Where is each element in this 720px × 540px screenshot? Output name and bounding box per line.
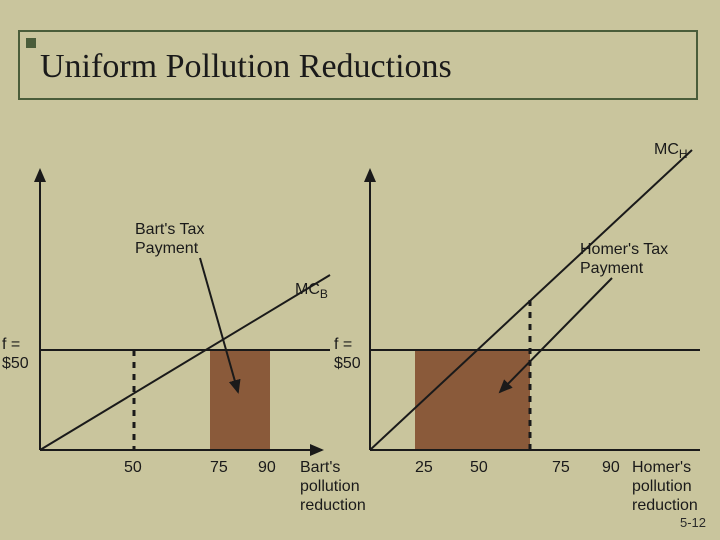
bart-tick-75: 75: [210, 458, 228, 477]
mc-b-line: [40, 275, 330, 450]
homer-tick-50: 50: [470, 458, 488, 477]
homer-shaded-rect: [415, 350, 530, 450]
homer-tick-90: 90: [602, 458, 620, 477]
homer-tax-arrow: [500, 278, 612, 392]
bart-xlabel: Bart's pollution reduction: [300, 458, 366, 516]
homer-xlabel: Homer's pollution reduction: [632, 458, 698, 516]
homer-tick-25: 25: [415, 458, 433, 477]
homer-tick-75: 75: [552, 458, 570, 477]
bart-tick-50: 50: [124, 458, 142, 477]
bart-tick-90: 90: [258, 458, 276, 477]
page-number: 5-12: [680, 515, 706, 530]
bart-shaded-rect: [210, 350, 270, 450]
